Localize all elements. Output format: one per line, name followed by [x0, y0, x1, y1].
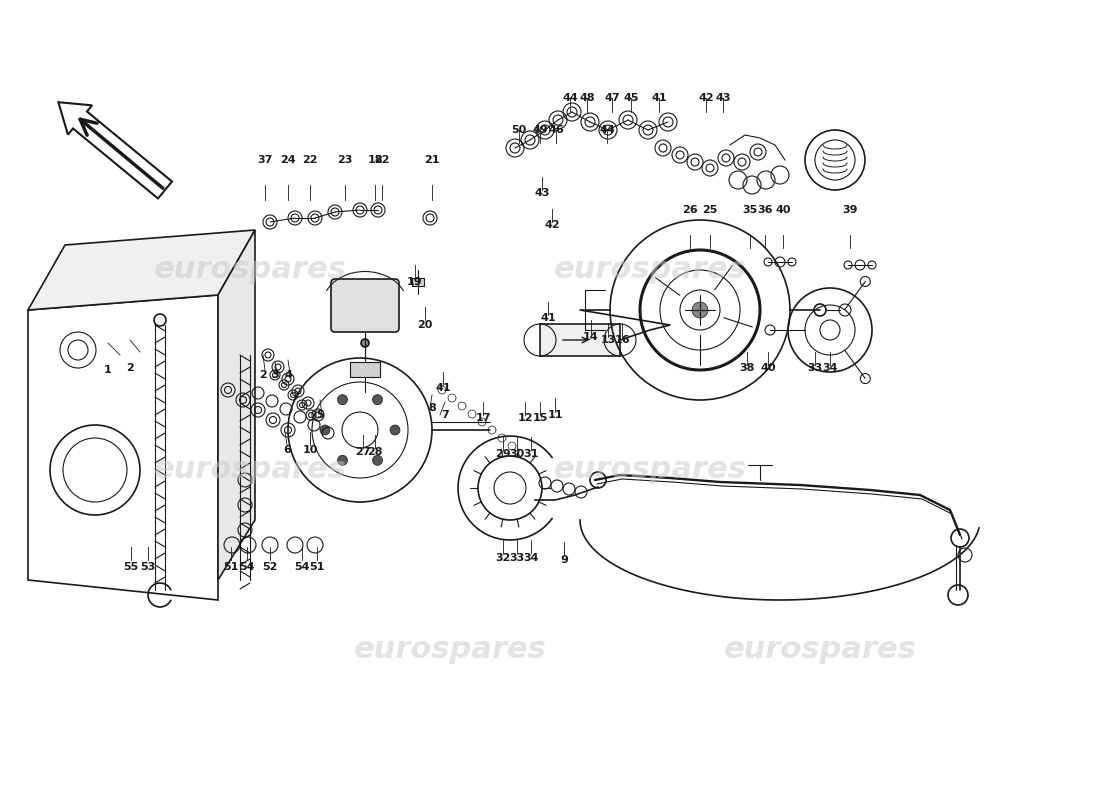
Text: 50: 50	[512, 125, 527, 135]
Text: 41: 41	[436, 383, 451, 393]
Text: 36: 36	[757, 205, 772, 215]
Text: 22: 22	[302, 155, 318, 165]
Text: 38: 38	[739, 363, 755, 373]
Text: 49: 49	[532, 125, 548, 135]
Circle shape	[338, 455, 348, 466]
PathPatch shape	[1085, 145, 1100, 420]
Text: 10: 10	[302, 445, 318, 455]
Circle shape	[373, 394, 383, 405]
Text: 1: 1	[104, 365, 112, 375]
Text: 40: 40	[776, 205, 791, 215]
Circle shape	[338, 394, 348, 405]
Text: 35: 35	[742, 205, 758, 215]
Text: 30: 30	[509, 449, 525, 459]
Text: 33: 33	[807, 363, 823, 373]
Text: 41: 41	[651, 93, 667, 103]
Circle shape	[320, 425, 330, 435]
Circle shape	[390, 425, 400, 435]
Text: 27: 27	[355, 447, 371, 457]
Text: 15: 15	[532, 413, 548, 423]
Text: 11: 11	[548, 410, 563, 420]
Text: 45: 45	[624, 93, 639, 103]
FancyBboxPatch shape	[331, 279, 399, 332]
Text: 8: 8	[428, 403, 436, 413]
Text: 54: 54	[295, 562, 310, 572]
Text: 32: 32	[495, 553, 510, 563]
PathPatch shape	[28, 295, 218, 600]
Text: 53: 53	[141, 562, 155, 572]
Text: 3: 3	[272, 370, 278, 380]
Text: 23: 23	[338, 155, 353, 165]
PathPatch shape	[28, 230, 255, 310]
Text: 40: 40	[760, 363, 775, 373]
Text: 12: 12	[517, 413, 532, 423]
Text: 26: 26	[682, 205, 697, 215]
Text: 42: 42	[698, 93, 714, 103]
Text: 29: 29	[495, 449, 510, 459]
Text: eurospares: eurospares	[353, 635, 547, 665]
Bar	[350, 362, 380, 377]
Text: 17: 17	[475, 413, 491, 423]
Text: 24: 24	[280, 155, 296, 165]
Text: 41: 41	[540, 313, 556, 323]
Text: 43: 43	[535, 188, 550, 198]
Text: 21: 21	[425, 155, 440, 165]
Text: 34: 34	[823, 363, 838, 373]
Bar	[540, 324, 620, 356]
Text: 20: 20	[417, 320, 432, 330]
Text: 28: 28	[367, 447, 383, 457]
Text: 25: 25	[702, 205, 717, 215]
Text: 47: 47	[604, 93, 619, 103]
Text: 5: 5	[316, 410, 323, 420]
Text: eurospares: eurospares	[724, 635, 916, 665]
Text: 52: 52	[262, 562, 277, 572]
Text: 7: 7	[441, 410, 449, 420]
Text: 4: 4	[284, 370, 292, 380]
Text: 54: 54	[240, 562, 255, 572]
Text: 51: 51	[223, 562, 239, 572]
Text: 55: 55	[123, 562, 139, 572]
Text: 46: 46	[548, 125, 564, 135]
Circle shape	[361, 339, 368, 347]
Text: 39: 39	[843, 205, 858, 215]
Text: 19: 19	[407, 277, 422, 287]
PathPatch shape	[755, 145, 1085, 385]
Text: 2: 2	[260, 370, 267, 380]
FancyArrow shape	[58, 102, 172, 198]
Text: 34: 34	[524, 553, 539, 563]
Text: 22: 22	[374, 155, 389, 165]
Circle shape	[154, 314, 166, 326]
Text: 2: 2	[126, 363, 134, 373]
Text: 51: 51	[309, 562, 324, 572]
Text: 44: 44	[600, 125, 615, 135]
Text: 9: 9	[560, 555, 568, 565]
Text: eurospares: eurospares	[154, 255, 346, 285]
Text: 13: 13	[601, 335, 616, 345]
Text: 37: 37	[257, 155, 273, 165]
Text: eurospares: eurospares	[154, 455, 346, 485]
Text: 43: 43	[715, 93, 730, 103]
Text: 42: 42	[544, 220, 560, 230]
Text: eurospares: eurospares	[553, 455, 747, 485]
Text: 31: 31	[524, 449, 539, 459]
Text: 48: 48	[580, 93, 595, 103]
Text: 16: 16	[614, 335, 630, 345]
Text: 18: 18	[367, 155, 383, 165]
Text: 14: 14	[583, 332, 598, 342]
Text: 33: 33	[509, 553, 525, 563]
Text: eurospares: eurospares	[553, 255, 747, 285]
PathPatch shape	[755, 145, 1100, 180]
Text: 44: 44	[562, 93, 578, 103]
Circle shape	[692, 302, 708, 318]
PathPatch shape	[218, 230, 255, 580]
Text: 6: 6	[283, 445, 290, 455]
Circle shape	[373, 455, 383, 466]
Bar	[412, 278, 424, 286]
